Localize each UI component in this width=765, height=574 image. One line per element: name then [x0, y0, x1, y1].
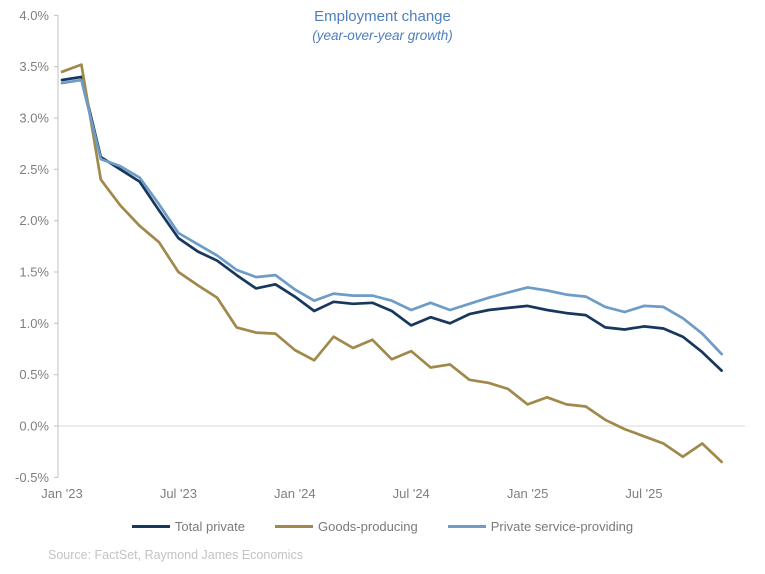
source-note: Source: FactSet, Raymond James Economics [48, 548, 303, 562]
legend-item-total-private: Total private [131, 519, 245, 534]
legend-label-private-service-providing: Private service-providing [490, 519, 634, 534]
series-line-total-private [60, 75, 723, 372]
y-axis-label: 2.5% [19, 162, 49, 177]
x-axis-label: Jan '24 [274, 486, 316, 501]
chart-title: Employment change [314, 8, 451, 25]
legend-label-goods-producing: Goods-producing [318, 519, 418, 534]
legend-label-total-private: Total private [174, 519, 245, 534]
y-axis-label: 1.0% [19, 316, 49, 331]
legend-swatch-total-private [131, 525, 170, 528]
x-axis-label: Jan '23 [41, 486, 83, 501]
y-axis-label: 3.5% [19, 59, 49, 74]
x-axis-label: Jul '23 [160, 486, 197, 501]
legend-item-private-service-providing: Private service-providing [447, 519, 634, 534]
x-axis-label: Jan '25 [507, 486, 549, 501]
y-axis-label: 1.5% [19, 264, 49, 279]
legend-swatch-private-service-providing [447, 525, 486, 528]
y-axis-label: 0.0% [19, 419, 49, 434]
chart-subtitle: (year-over-year growth) [312, 28, 453, 43]
legend-item-goods-producing: Goods-producing [275, 519, 418, 534]
x-axis-label: Jul '24 [393, 486, 430, 501]
y-axis-label: 4.0% [19, 8, 49, 23]
plot-area: 4.0% 3.5% 3.0% 2.5% 2.0% 1.5% 1.0% 0.5% 0.0% -0.5… [15, 8, 745, 501]
y-axis-label: 3.0% [19, 110, 49, 125]
series-line-private-service-providing [60, 78, 723, 356]
chart-header: Employment change (year-over-year growth… [0, 7, 765, 45]
x-axis-label: Jul '25 [625, 486, 662, 501]
legend: Total private Goods-producing Private se… [0, 519, 765, 534]
y-axis-label: -0.5% [15, 470, 49, 485]
series-line-goods-producing [60, 63, 723, 464]
legend-swatch-goods-producing [275, 525, 313, 528]
y-axis-label: 0.5% [19, 367, 49, 382]
y-axis-label: 2.0% [19, 213, 49, 228]
